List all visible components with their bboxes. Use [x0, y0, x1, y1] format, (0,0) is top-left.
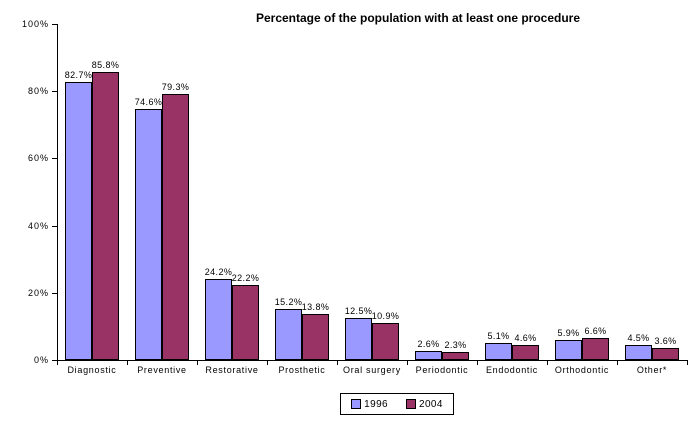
bar-value-label-1996-orthodontic: 5.9% — [557, 328, 580, 338]
x-axis-label-preventive: Preventive — [137, 365, 187, 375]
bar-value-label-2004-periodontic: 2.3% — [444, 340, 467, 350]
bar-1996-periodontic — [415, 351, 442, 360]
bar-value-label-1996-oral-surgery: 12.5% — [344, 306, 373, 316]
x-axis-tick — [547, 361, 548, 365]
legend-item-2004: 2004 — [406, 399, 443, 410]
bar-value-label-1996-prosthetic: 15.2% — [274, 297, 303, 307]
bar-2004-orthodontic — [582, 338, 609, 360]
y-axis-label-20: 20% — [27, 287, 49, 298]
x-axis-label-orthodontic: Orthodontic — [554, 365, 610, 375]
y-axis-tick — [52, 225, 57, 227]
legend-label-1996: 1996 — [364, 398, 388, 410]
bar-2004-preventive — [162, 94, 189, 360]
y-axis-label-0: 0% — [33, 355, 49, 365]
bar-2004-diagnostic — [92, 72, 119, 360]
bar-2004-endodontic — [512, 345, 539, 360]
plot-area — [57, 24, 688, 361]
y-axis-label-40: 40% — [27, 220, 49, 231]
bar-value-label-2004-endodontic: 4.6% — [514, 333, 537, 343]
bar-value-label-2004-preventive: 79.3% — [161, 82, 190, 92]
x-axis-label-prosthetic: Prosthetic — [278, 365, 326, 375]
x-axis-tick — [687, 361, 688, 365]
bar-1996-preventive — [135, 109, 162, 360]
bar-value-label-1996-restorative: 24.2% — [204, 267, 233, 277]
bar-value-label-1996-preventive: 74.6% — [134, 97, 163, 107]
x-axis-tick — [197, 361, 198, 365]
bar-value-label-1996-diagnostic: 82.7% — [64, 70, 93, 80]
bar-1996-orthodontic — [555, 340, 582, 360]
x-axis-tick — [337, 361, 338, 365]
y-axis-tick — [52, 292, 57, 294]
legend-box: 1996 2004 — [340, 393, 454, 415]
bar-group-diagnostic: 82.7% 85.8% Diagnostic — [57, 24, 127, 375]
bar-2004-restorative — [232, 285, 259, 360]
x-axis-label-other: Other* — [636, 365, 668, 375]
y-axis-tick — [52, 360, 57, 361]
legend-swatch-1996 — [351, 399, 362, 409]
bar-value-label-2004-restorative: 22.2% — [231, 273, 260, 283]
chart-title: Percentage of the population with at lea… — [255, 11, 581, 25]
y-axis-label-60: 60% — [27, 153, 49, 164]
bar-2004-prosthetic — [302, 314, 329, 360]
bar-2004-periodontic — [442, 352, 469, 360]
bar-value-label-1996-periodontic: 2.6% — [417, 339, 440, 349]
y-axis-tick — [52, 24, 57, 25]
x-axis-label-periodontic: Periodontic — [415, 365, 469, 375]
bar-group-preventive: 74.6% 79.3% Preventive — [127, 24, 197, 375]
x-axis-tick — [617, 361, 618, 365]
bar-1996-oral-surgery — [345, 318, 372, 360]
y-axis-tick — [52, 158, 57, 160]
bar-2004-other — [652, 348, 679, 360]
bar-group-periodontic: 2.6% 2.3% Periodontic — [407, 24, 477, 375]
bar-group-oral-surgery: 12.5% 10.9% Oral surgery — [337, 24, 407, 375]
x-axis-tick — [407, 361, 408, 365]
x-axis-tick — [127, 361, 128, 365]
bar-value-label-1996-other: 4.5% — [627, 333, 650, 343]
x-axis-label-restorative: Restorative — [205, 365, 259, 375]
legend-swatch-2004 — [406, 399, 416, 409]
y-axis-label-100: 100% — [21, 19, 49, 29]
x-axis-tick — [267, 361, 268, 365]
bar-value-label-2004-oral-surgery: 10.9% — [371, 311, 400, 321]
bar-value-label-2004-diagnostic: 85.8% — [91, 60, 120, 70]
bar-value-label-2004-orthodontic: 6.6% — [584, 326, 607, 336]
bar-group-orthodontic: 5.9% 6.6% Orthodontic — [547, 24, 617, 375]
legend-label-2004: 2004 — [419, 398, 443, 410]
bar-1996-prosthetic — [275, 309, 302, 360]
bar-1996-restorative — [205, 279, 232, 360]
bar-group-other: 4.5% 3.6% Other* — [617, 24, 687, 375]
x-axis-label-endodontic: Endodontic — [485, 365, 539, 375]
bar-2004-oral-surgery — [372, 323, 399, 360]
bar-value-label-2004-other: 3.6% — [654, 336, 677, 346]
y-axis-label-80: 80% — [27, 86, 49, 97]
bar-value-label-1996-endodontic: 5.1% — [487, 331, 510, 341]
x-axis-label-diagnostic: Diagnostic — [67, 365, 117, 375]
bar-group-prosthetic: 15.2% 13.8% Prosthetic — [267, 24, 337, 375]
legend-item-1996: 1996 — [351, 399, 388, 410]
x-axis-tick — [57, 361, 58, 365]
bar-1996-other — [625, 345, 652, 360]
bar-group-restorative: 24.2% 22.2% Restorative — [197, 24, 267, 375]
bar-group-endodontic: 5.1% 4.6% Endodontic — [477, 24, 547, 375]
bar-value-label-2004-prosthetic: 13.8% — [301, 302, 330, 312]
bar-1996-endodontic — [485, 343, 512, 360]
y-axis-tick — [52, 91, 57, 93]
x-axis-label-oral-surgery: Oral surgery — [343, 365, 401, 375]
bar-1996-diagnostic — [65, 82, 92, 360]
x-axis-tick — [477, 361, 478, 365]
